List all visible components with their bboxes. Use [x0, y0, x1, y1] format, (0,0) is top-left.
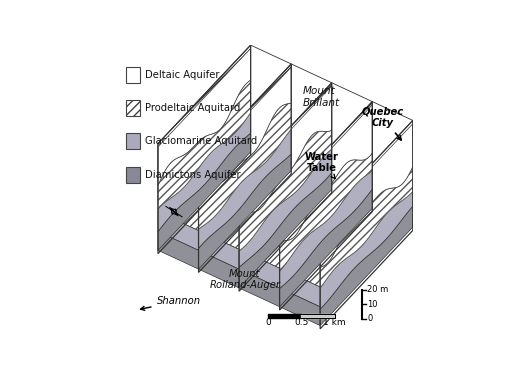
- Polygon shape: [199, 64, 291, 223]
- Text: 0.5: 0.5: [294, 318, 309, 327]
- Polygon shape: [199, 250, 239, 288]
- Polygon shape: [199, 154, 291, 269]
- Text: 0: 0: [265, 318, 271, 327]
- Polygon shape: [158, 133, 251, 250]
- Text: Diamictons Aquifer: Diamictons Aquifer: [145, 170, 241, 180]
- Polygon shape: [320, 206, 413, 326]
- Polygon shape: [280, 102, 413, 219]
- Polygon shape: [280, 242, 320, 287]
- Polygon shape: [158, 113, 251, 232]
- Text: Mount
Brillant: Mount Brillant: [303, 86, 340, 108]
- Text: Prodeltaic Aquitard: Prodeltaic Aquitard: [145, 103, 241, 113]
- Text: 20 m: 20 m: [367, 285, 389, 294]
- Bar: [126, 100, 140, 116]
- Polygon shape: [280, 288, 320, 326]
- Text: Mount
Rolland-Auger: Mount Rolland-Auger: [209, 269, 280, 290]
- Polygon shape: [199, 129, 291, 248]
- Bar: [126, 133, 140, 149]
- Text: Glaciomarine Aquitard: Glaciomarine Aquitard: [145, 136, 257, 146]
- Polygon shape: [239, 86, 332, 214]
- Polygon shape: [320, 191, 413, 309]
- Polygon shape: [199, 230, 239, 269]
- Polygon shape: [158, 80, 251, 209]
- Polygon shape: [158, 45, 291, 162]
- Polygon shape: [239, 83, 332, 242]
- Polygon shape: [158, 144, 199, 204]
- Text: Deltaic Aquifer: Deltaic Aquifer: [145, 70, 220, 80]
- Polygon shape: [239, 223, 280, 268]
- Polygon shape: [199, 67, 291, 195]
- Polygon shape: [158, 185, 199, 230]
- Polygon shape: [199, 103, 291, 229]
- Polygon shape: [320, 167, 413, 288]
- Bar: [126, 67, 140, 83]
- Polygon shape: [239, 130, 332, 251]
- Polygon shape: [280, 105, 372, 240]
- Polygon shape: [280, 153, 372, 271]
- Polygon shape: [158, 49, 251, 185]
- Text: Shannon: Shannon: [141, 296, 201, 310]
- Polygon shape: [239, 249, 280, 288]
- Polygon shape: [199, 64, 332, 181]
- Polygon shape: [320, 124, 413, 267]
- Polygon shape: [158, 212, 199, 250]
- Text: Water
Table: Water Table: [305, 152, 338, 179]
- Polygon shape: [239, 181, 280, 242]
- Polygon shape: [239, 173, 332, 288]
- Bar: [126, 167, 140, 183]
- Polygon shape: [199, 204, 239, 249]
- Polygon shape: [280, 171, 372, 288]
- Polygon shape: [280, 268, 320, 307]
- Polygon shape: [199, 162, 239, 223]
- Polygon shape: [280, 102, 372, 261]
- Text: Quebec
City: Quebec City: [361, 106, 403, 140]
- Polygon shape: [158, 45, 251, 204]
- Polygon shape: [239, 149, 332, 267]
- Polygon shape: [158, 232, 199, 269]
- Text: 1 km: 1 km: [323, 318, 346, 327]
- Text: 0: 0: [367, 314, 372, 323]
- Polygon shape: [280, 200, 320, 261]
- Text: 10: 10: [367, 300, 378, 309]
- Polygon shape: [239, 83, 372, 200]
- Polygon shape: [280, 189, 372, 307]
- Polygon shape: [239, 269, 280, 307]
